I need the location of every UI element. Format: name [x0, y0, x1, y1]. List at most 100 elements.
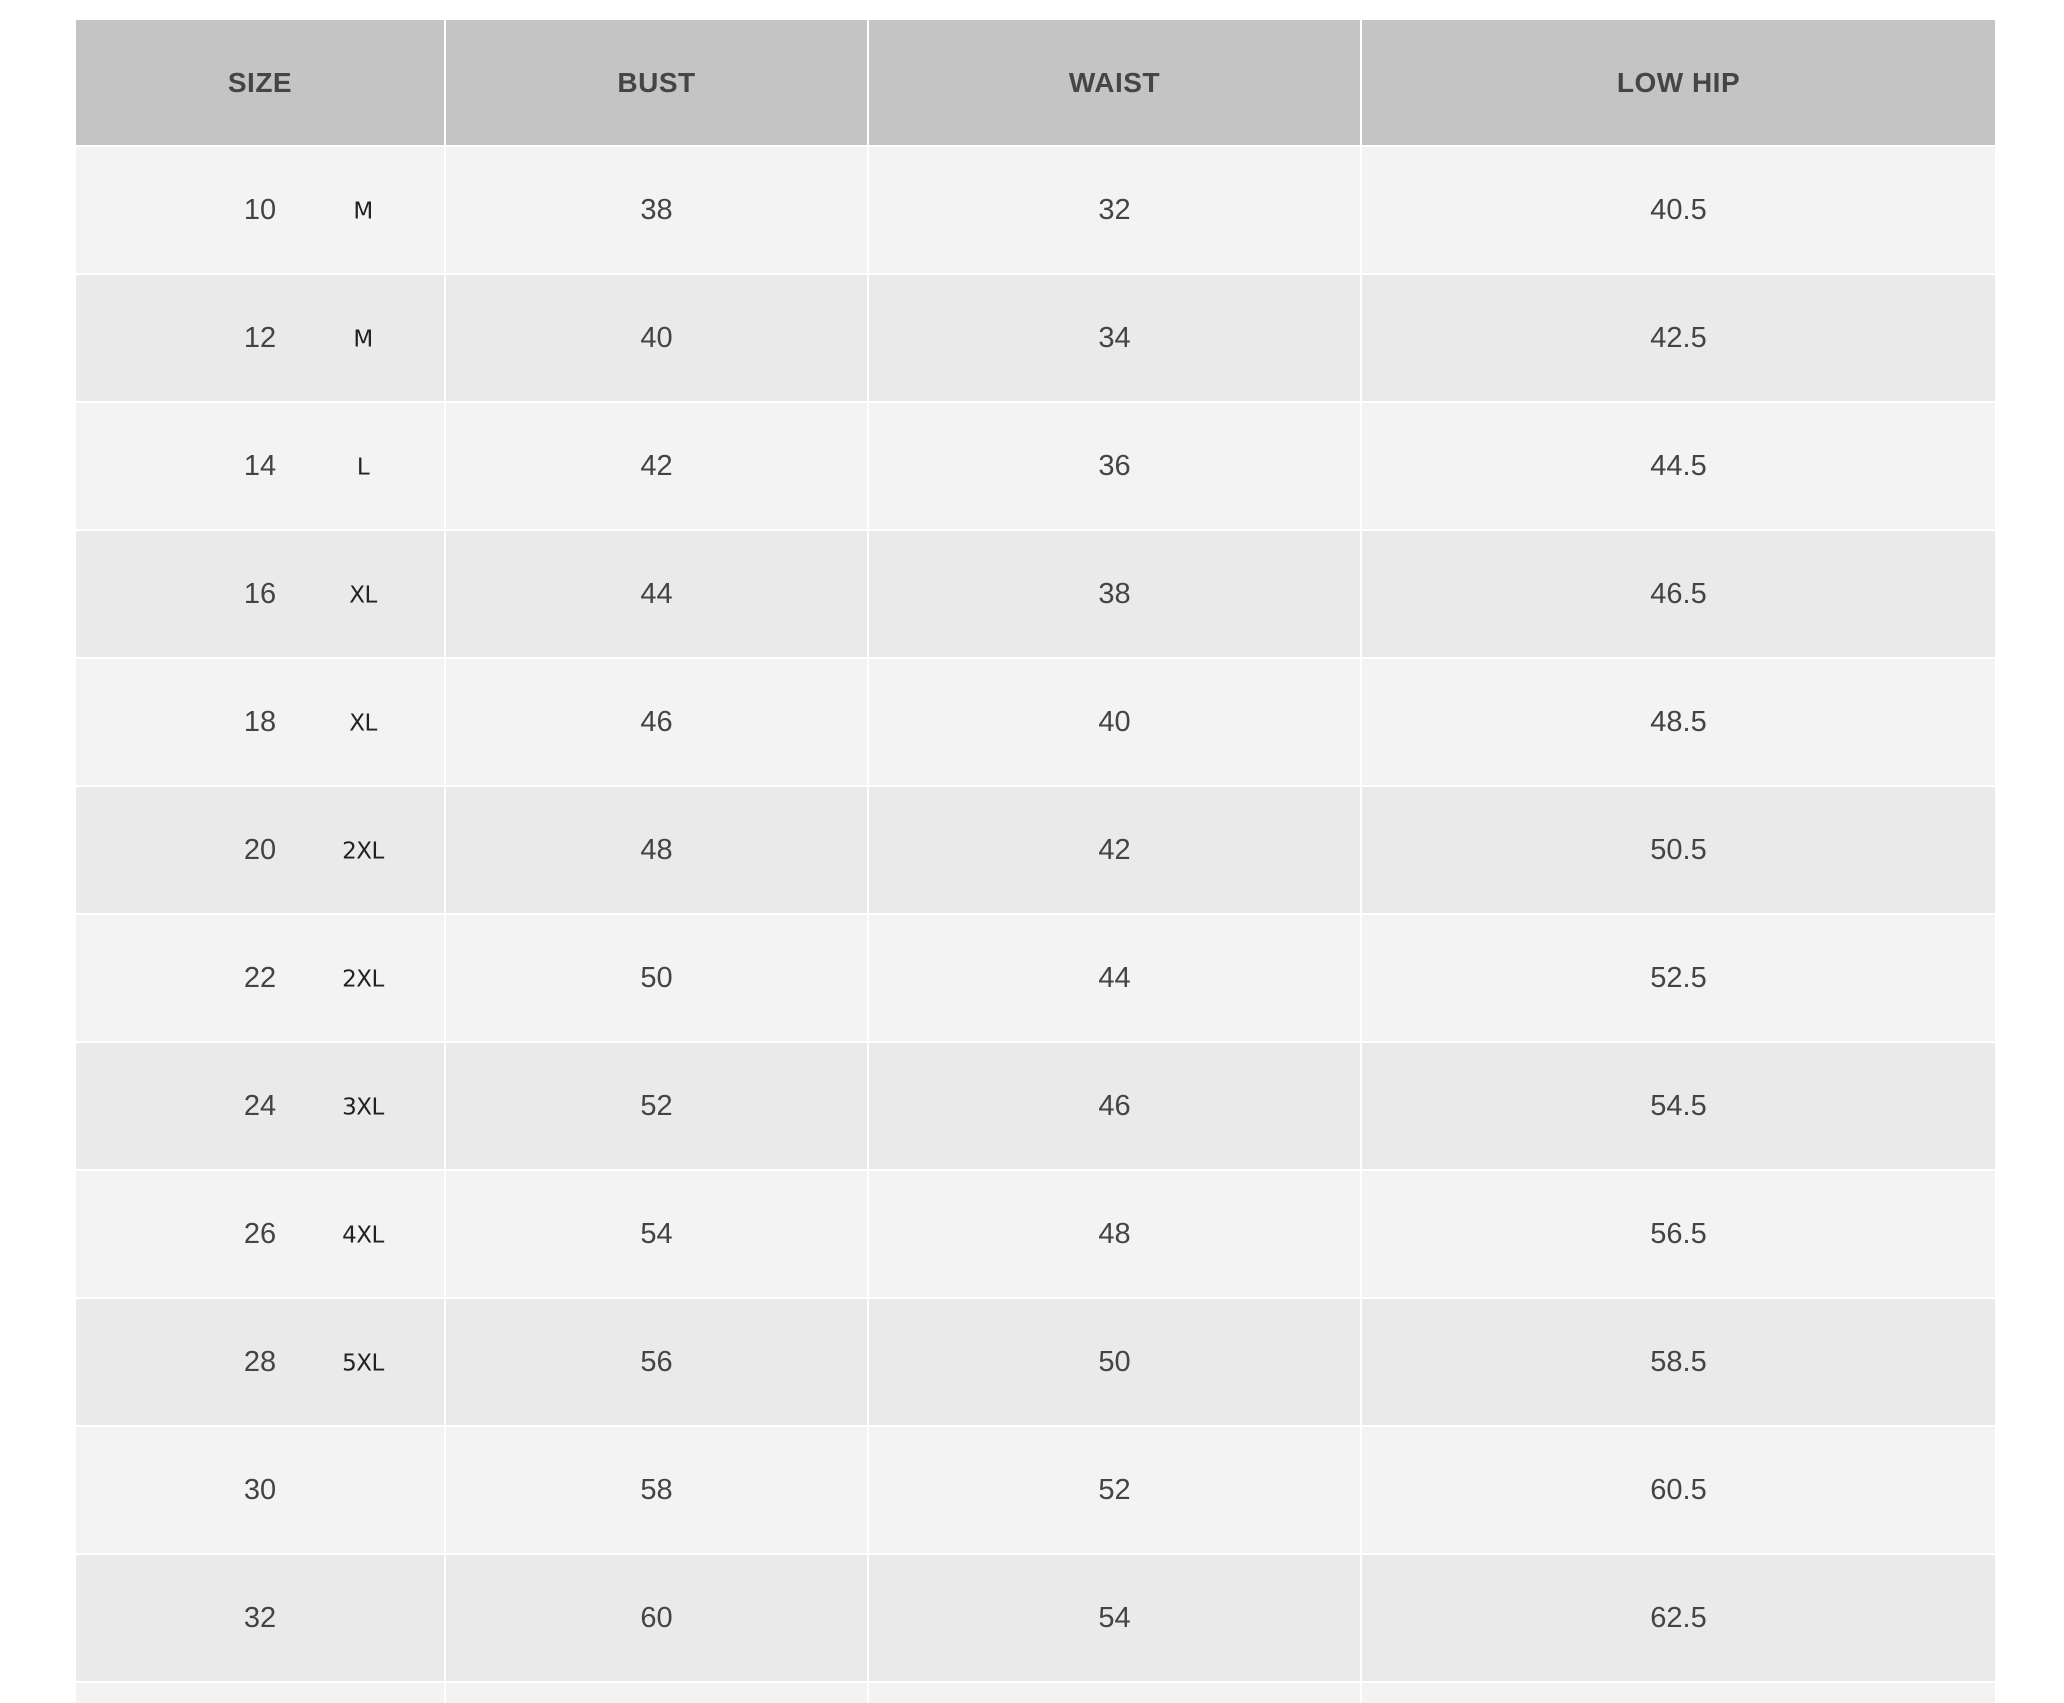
- bust-cell-value: 52: [640, 1089, 673, 1122]
- size-chart-table: SIZE BUST WAIST LOW HIP 10 M 38 32 40.5 12 M 40…: [76, 20, 1995, 1703]
- size-cell: 20 2XL: [76, 787, 444, 913]
- size-cell: 22 2XL: [76, 915, 444, 1041]
- waist-cell: 50: [869, 1299, 1360, 1425]
- low-hip-cell: 54.5: [1362, 1043, 1995, 1169]
- bust-cell-value: 48: [640, 833, 673, 866]
- size-cell-value: 10: [243, 193, 277, 226]
- size-cell-value: 14: [243, 449, 277, 482]
- header-low-hip: LOW HIP: [1362, 20, 1995, 145]
- bust-cell: 48: [446, 787, 867, 913]
- bust-cell: 42: [446, 403, 867, 529]
- waist-cell-value: 42: [1098, 833, 1131, 866]
- waist-cell: 36: [869, 403, 1360, 529]
- next-row-partial: [869, 1683, 1360, 1703]
- waist-cell-value: 36: [1098, 449, 1131, 482]
- low-hip-cell-value: 44.5: [1650, 449, 1707, 482]
- size-cell-value: 16: [243, 577, 277, 610]
- low-hip-cell-value: 62.5: [1650, 1601, 1707, 1634]
- low-hip-cell: 48.5: [1362, 659, 1995, 785]
- size-cell: 28 5XL: [76, 1299, 444, 1425]
- bust-cell: 40: [446, 275, 867, 401]
- bust-cell: 44: [446, 531, 867, 657]
- size-cell-value: 26: [243, 1217, 277, 1250]
- bust-cell: 60: [446, 1555, 867, 1681]
- waist-cell-value: 48: [1098, 1217, 1131, 1250]
- waist-cell: 54: [869, 1555, 1360, 1681]
- size-letter: 2XL: [342, 966, 384, 993]
- low-hip-cell: 46.5: [1362, 531, 1995, 657]
- size-letter: 4XL: [342, 1222, 384, 1249]
- bust-cell: 46: [446, 659, 867, 785]
- waist-cell: 38: [869, 531, 1360, 657]
- low-hip-cell: 52.5: [1362, 915, 1995, 1041]
- size-cell-value: 18: [243, 705, 277, 738]
- waist-cell: 44: [869, 915, 1360, 1041]
- size-letter: XL: [349, 582, 377, 609]
- size-letter: M: [353, 326, 373, 353]
- bust-cell-value: 56: [640, 1345, 673, 1378]
- header-waist: WAIST: [869, 20, 1360, 145]
- size-cell: 26 4XL: [76, 1171, 444, 1297]
- waist-cell: 42: [869, 787, 1360, 913]
- bust-cell-value: 46: [640, 705, 673, 738]
- size-cell: 12 M: [76, 275, 444, 401]
- low-hip-cell: 40.5: [1362, 147, 1995, 273]
- low-hip-cell: 50.5: [1362, 787, 1995, 913]
- next-row-partial: [446, 1683, 867, 1703]
- bust-cell-value: 60: [640, 1601, 673, 1634]
- low-hip-cell: 62.5: [1362, 1555, 1995, 1681]
- size-cell-value: 32: [243, 1601, 277, 1634]
- waist-cell-value: 32: [1098, 193, 1131, 226]
- low-hip-cell-value: 58.5: [1650, 1345, 1707, 1378]
- size-cell-value: 28: [243, 1345, 277, 1378]
- low-hip-cell-value: 54.5: [1650, 1089, 1707, 1122]
- waist-cell: 34: [869, 275, 1360, 401]
- waist-cell-value: 40: [1098, 705, 1131, 738]
- bust-cell: 52: [446, 1043, 867, 1169]
- waist-cell: 46: [869, 1043, 1360, 1169]
- waist-cell-value: 38: [1098, 577, 1131, 610]
- low-hip-cell: 56.5: [1362, 1171, 1995, 1297]
- size-letter: XL: [349, 710, 377, 737]
- size-cell-value: 30: [243, 1473, 277, 1506]
- header-bust: BUST: [446, 20, 867, 145]
- size-cell: 32: [76, 1555, 444, 1681]
- size-cell: 16 XL: [76, 531, 444, 657]
- waist-cell-value: 34: [1098, 321, 1131, 354]
- low-hip-cell: 58.5: [1362, 1299, 1995, 1425]
- next-row-partial: [76, 1683, 444, 1703]
- size-cell: 10 M: [76, 147, 444, 273]
- bust-cell-value: 40: [640, 321, 673, 354]
- size-cell-value: 12: [243, 321, 277, 354]
- low-hip-cell: 44.5: [1362, 403, 1995, 529]
- bust-cell-value: 44: [640, 577, 673, 610]
- size-cell: 24 3XL: [76, 1043, 444, 1169]
- low-hip-cell-value: 60.5: [1650, 1473, 1707, 1506]
- waist-cell: 32: [869, 147, 1360, 273]
- size-cell: 30: [76, 1427, 444, 1553]
- bust-cell: 50: [446, 915, 867, 1041]
- size-letter: 3XL: [342, 1094, 384, 1121]
- waist-cell-value: 46: [1098, 1089, 1131, 1122]
- size-letter: 2XL: [342, 838, 384, 865]
- waist-cell-value: 54: [1098, 1601, 1131, 1634]
- bust-cell: 58: [446, 1427, 867, 1553]
- bust-cell-value: 50: [640, 961, 673, 994]
- size-cell-value: 20: [243, 833, 277, 866]
- bust-cell-value: 42: [640, 449, 673, 482]
- low-hip-cell: 60.5: [1362, 1427, 1995, 1553]
- waist-cell-value: 52: [1098, 1473, 1131, 1506]
- size-cell: 14 L: [76, 403, 444, 529]
- bust-cell: 56: [446, 1299, 867, 1425]
- size-letter: M: [353, 198, 373, 225]
- bust-cell: 54: [446, 1171, 867, 1297]
- bust-cell-value: 38: [640, 193, 673, 226]
- size-cell-value: 22: [243, 961, 277, 994]
- low-hip-cell-value: 40.5: [1650, 193, 1707, 226]
- waist-cell-value: 50: [1098, 1345, 1131, 1378]
- header-size: SIZE: [76, 20, 444, 145]
- size-cell-value: 24: [243, 1089, 277, 1122]
- waist-cell: 48: [869, 1171, 1360, 1297]
- waist-cell: 52: [869, 1427, 1360, 1553]
- low-hip-cell-value: 48.5: [1650, 705, 1707, 738]
